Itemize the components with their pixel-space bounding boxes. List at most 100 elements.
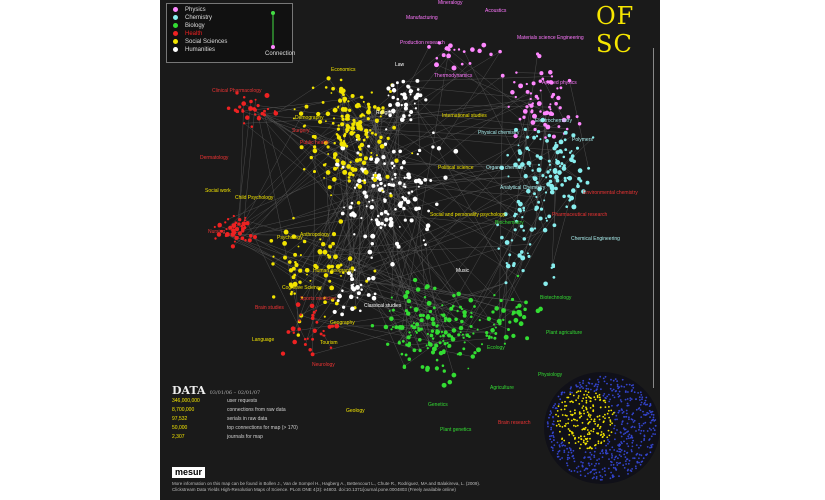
node [417,148,422,153]
edge [524,209,542,239]
node [414,206,419,212]
inset-node [620,431,622,434]
inset-node [576,419,578,422]
node [518,321,524,327]
inset-node [640,401,643,404]
inset-node [638,453,641,456]
inset-node [552,436,555,438]
node [392,125,396,130]
node [366,276,371,281]
node [576,183,579,185]
node [443,319,447,323]
inset-node [563,425,566,427]
edge [384,199,461,308]
edge [408,282,507,314]
legend-item-social-sciences: Social Sciences [173,38,227,46]
inset-node [567,418,570,420]
node [379,226,383,229]
node [395,101,401,107]
node [391,88,397,93]
inset-node [639,444,642,447]
node [555,160,561,165]
node [390,83,395,88]
node [242,95,246,99]
inset-node [557,395,560,398]
node [271,262,275,266]
inset-node [587,414,590,417]
inset-node [569,410,572,413]
edge [325,163,332,273]
node [248,106,253,111]
inset-node [614,456,617,459]
node [345,144,349,148]
node [401,79,406,84]
node [419,180,424,185]
node [425,227,430,232]
inset-node [616,418,618,421]
inset-node [588,382,591,385]
edge [304,125,519,146]
node [298,111,304,116]
inset-node [620,385,623,388]
node [568,151,572,154]
inset-node [641,424,643,427]
node [393,172,397,176]
node [243,219,246,222]
legend-dot [173,46,178,52]
node [340,145,346,151]
inset-node [587,391,590,394]
node [390,108,396,114]
inset-node [567,454,569,457]
edge [343,174,396,208]
node [335,133,339,136]
inset-node [581,422,584,424]
inset-node [590,430,592,432]
inset-node [625,415,628,418]
edge [410,91,525,211]
edge [417,153,509,267]
node [383,209,388,214]
node [533,192,536,196]
node [303,342,307,347]
inset-node [593,450,596,453]
inset-node [648,427,651,430]
inset-node [610,409,613,412]
node [379,212,384,216]
inset-node [553,444,556,447]
node [494,332,498,335]
map-label: Physical chemistry [478,130,520,136]
edge [351,207,537,277]
node [442,334,445,338]
inset-node [622,427,625,430]
node [423,177,428,182]
node [349,161,352,164]
node [409,93,412,96]
inset-node [568,429,571,432]
inset-node [639,403,642,406]
node [350,306,355,312]
inset-node [593,465,596,467]
inset-node [623,440,625,443]
inset-node [649,446,651,449]
inset-node [585,384,588,387]
node [365,205,368,208]
inset-node [596,388,598,390]
edge [250,199,385,236]
inset-node [567,428,570,430]
node [310,352,315,357]
node [567,175,573,181]
inset-node [618,450,621,453]
node [391,325,394,329]
inset-node [610,431,613,434]
node [332,117,336,120]
inset-node [652,416,655,419]
map-label: Sports medicine [300,296,336,302]
inset-node [621,412,624,414]
inset-node [613,411,615,414]
node [449,306,454,311]
node [308,348,312,352]
node [560,183,564,187]
map-title-fragment: OF SC [596,2,635,58]
edge [275,78,329,114]
node [376,106,381,112]
